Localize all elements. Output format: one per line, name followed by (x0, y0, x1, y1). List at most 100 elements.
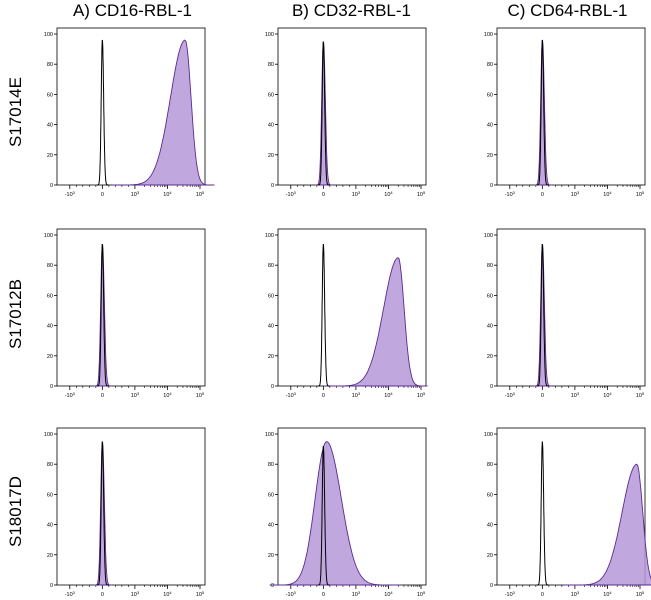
x-tick-label: 104 (384, 590, 393, 598)
x-tick-label: 0 (101, 393, 104, 399)
x-tick-label: -103 (505, 590, 516, 598)
y-tick-label: 20 (47, 153, 53, 159)
control-histogram (96, 243, 109, 387)
y-tick-label: 40 (268, 324, 274, 330)
column-title-cd32: B) CD32-RBL-1 (291, 1, 412, 20)
y-tick-label: 80 (47, 263, 53, 269)
x-tick-label: 103 (131, 391, 140, 399)
column-title-cd16: A) CD16-RBL-1 (72, 1, 193, 20)
panel-3-1: 0 20 40 60 80 100 -103 0 103 104 105 (44, 427, 206, 598)
y-tick-label: 20 (47, 553, 53, 559)
x-tick-label: 0 (322, 393, 325, 399)
y-tick-label: 60 (47, 92, 53, 98)
x-tick-label: 105 (417, 391, 426, 399)
x-tick-label: -103 (65, 391, 76, 399)
x-tick-label: 105 (636, 190, 645, 198)
x-tick-label: 103 (571, 590, 580, 598)
panel-2-3: 0 20 40 60 80 100 -103 0 103 104 105 (484, 228, 646, 399)
y-tick-label: 40 (487, 123, 493, 129)
x-tick-label: -103 (286, 590, 297, 598)
x-tick-label: 105 (196, 391, 205, 399)
column-title-cd64: C) CD64-RBL-1 (507, 1, 628, 20)
y-tick-label: 20 (268, 553, 274, 559)
x-tick-label: -103 (505, 190, 516, 198)
y-tick-label: 20 (487, 553, 493, 559)
panel-frame (56, 228, 206, 387)
y-tick-label: 40 (47, 123, 53, 129)
y-tick-label: 20 (47, 354, 53, 360)
y-tick-label: 0 (50, 384, 53, 390)
y-tick-label: 100 (265, 233, 274, 239)
x-tick-label: 103 (352, 190, 361, 198)
x-tick-label: 104 (603, 190, 612, 198)
y-tick-label: 40 (268, 123, 274, 129)
y-tick-label: 80 (487, 462, 493, 468)
panel-3-3: 0 20 40 60 80 100 -103 0 103 104 105 (484, 427, 651, 598)
control-histogram (317, 445, 330, 586)
x-tick-label: 104 (163, 190, 172, 198)
x-tick-label: -103 (286, 190, 297, 198)
x-tick-label: 0 (101, 592, 104, 598)
y-tick-label: 0 (50, 183, 53, 189)
sample-histogram (563, 463, 651, 586)
x-tick-label: 105 (417, 190, 426, 198)
y-tick-label: 80 (487, 62, 493, 68)
y-tick-label: 40 (487, 523, 493, 529)
x-tick-label: 103 (131, 590, 140, 598)
y-tick-label: 100 (44, 233, 53, 239)
y-tick-label: 0 (490, 583, 493, 589)
panel-frame (56, 427, 206, 586)
control-histogram (536, 243, 549, 387)
x-tick-label: -103 (286, 391, 297, 399)
control-histogram (317, 243, 330, 387)
y-tick-label: 80 (268, 62, 274, 68)
y-tick-label: 20 (487, 354, 493, 360)
y-tick-label: 100 (484, 233, 493, 239)
y-tick-label: 60 (268, 92, 274, 98)
control-histogram (536, 441, 549, 586)
x-tick-label: 104 (163, 590, 172, 598)
y-tick-label: 100 (44, 432, 53, 438)
y-tick-label: 0 (271, 183, 274, 189)
x-tick-label: 104 (603, 590, 612, 598)
x-tick-label: 103 (352, 391, 361, 399)
y-tick-label: 80 (47, 62, 53, 68)
y-tick-label: 40 (47, 523, 53, 529)
x-tick-label: 105 (196, 190, 205, 198)
x-tick-label: 0 (101, 192, 104, 198)
y-tick-label: 100 (484, 32, 493, 38)
y-tick-label: 0 (490, 183, 493, 189)
y-tick-label: 100 (44, 32, 53, 38)
y-tick-label: 0 (50, 583, 53, 589)
x-tick-label: 103 (352, 590, 361, 598)
y-tick-label: 100 (265, 432, 274, 438)
y-tick-label: 20 (487, 153, 493, 159)
x-tick-label: 0 (322, 592, 325, 598)
y-tick-label: 40 (487, 324, 493, 330)
y-tick-label: 60 (268, 492, 274, 498)
x-tick-label: -103 (505, 391, 516, 399)
x-tick-label: 103 (131, 190, 140, 198)
panel-frame (496, 27, 646, 186)
y-tick-label: 100 (265, 32, 274, 38)
x-tick-label: 103 (571, 190, 580, 198)
x-tick-label: 104 (384, 391, 393, 399)
x-tick-label: 0 (541, 592, 544, 598)
y-tick-label: 60 (47, 293, 53, 299)
y-tick-label: 20 (268, 354, 274, 360)
panel-3-2: 0 20 40 60 80 100 -103 0 103 104 105 (265, 427, 427, 598)
x-tick-label: 105 (196, 590, 205, 598)
control-histogram (96, 441, 109, 586)
y-tick-label: 80 (268, 263, 274, 269)
y-tick-label: 60 (47, 492, 53, 498)
x-tick-label: 0 (541, 393, 544, 399)
x-tick-label: 0 (322, 192, 325, 198)
sample-histogram (111, 39, 215, 186)
panel-1-2: 0 20 40 60 80 100 -103 0 103 104 105 (265, 27, 427, 198)
x-tick-label: 105 (417, 590, 426, 598)
x-tick-label: 104 (384, 190, 393, 198)
y-tick-label: 60 (487, 92, 493, 98)
x-tick-label: -103 (65, 190, 76, 198)
panel-2-2: 0 20 40 60 80 100 -103 0 103 104 105 (265, 228, 428, 399)
y-tick-label: 80 (268, 462, 274, 468)
